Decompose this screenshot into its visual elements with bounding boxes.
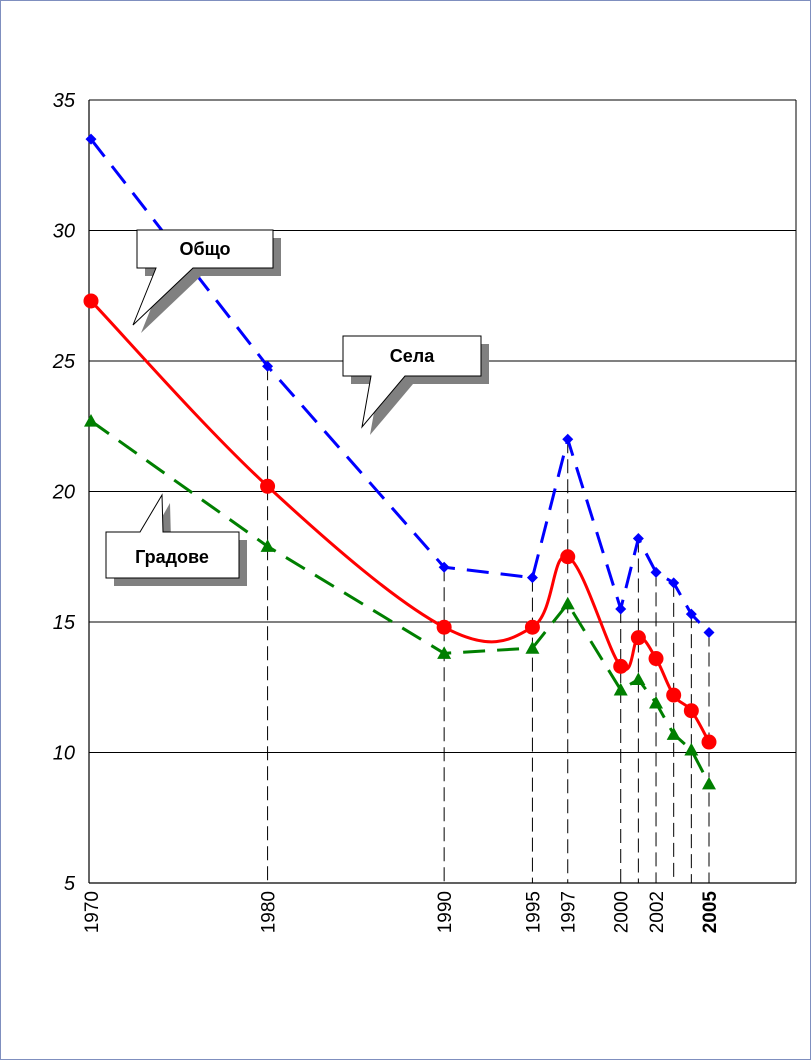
- series-line: [90, 419, 711, 785]
- data-point: [615, 603, 627, 615]
- x-tick-label: 2005: [700, 891, 721, 934]
- data-point: [526, 572, 538, 584]
- data-point: [83, 293, 99, 309]
- data-point: [630, 630, 646, 646]
- data-point: [701, 734, 717, 750]
- callout-villages: Села: [342, 335, 489, 435]
- data-point: [562, 433, 574, 445]
- data-point: [438, 561, 450, 573]
- data-point: [260, 539, 275, 552]
- data-point: [685, 608, 697, 620]
- axes: [88, 100, 797, 884]
- data-point: [613, 658, 629, 674]
- data-point: [525, 641, 540, 654]
- callouts: Общо Села Градове: [105, 229, 489, 586]
- data-point: [631, 672, 646, 686]
- y-tick-label: 10: [53, 743, 75, 765]
- data-point: [632, 532, 644, 544]
- data-point: [666, 687, 682, 703]
- series-total: [83, 293, 717, 750]
- data-point: [437, 646, 452, 659]
- x-tick-label: 1995: [523, 891, 544, 933]
- data-point: [703, 626, 715, 638]
- data-point: [524, 619, 540, 635]
- data-point: [648, 651, 664, 667]
- data-point: [702, 776, 716, 790]
- tick-labels: 35 30 25 20 15 10 5 1970 1980 1990 1995 1997 2000 200…: [52, 90, 721, 933]
- data-point: [668, 577, 680, 589]
- callout-total: Общо: [132, 229, 281, 333]
- y-tick-label: 20: [52, 482, 75, 504]
- data-point: [84, 414, 98, 427]
- x-tick-label: 1997: [559, 891, 580, 933]
- series-layer: [83, 133, 717, 790]
- series-towns: [84, 414, 716, 790]
- data-point: [650, 566, 662, 578]
- data-point: [262, 360, 274, 372]
- data-point: [260, 478, 276, 494]
- data-point: [683, 703, 699, 719]
- callout-villages-label: Села: [390, 346, 435, 366]
- series-villages: [85, 133, 715, 638]
- y-tick-label: 35: [53, 90, 76, 112]
- x-tick-label: 2000: [612, 891, 633, 933]
- x-tick-label: 1970: [82, 891, 103, 933]
- callout-towns: Градове: [105, 493, 247, 586]
- y-tick-label: 15: [53, 612, 76, 634]
- data-point: [560, 549, 576, 565]
- y-tick-label: 25: [52, 351, 76, 373]
- callout-towns-label: Градове: [135, 547, 209, 567]
- data-point: [649, 695, 664, 709]
- data-point: [436, 619, 452, 635]
- y-tick-label: 5: [64, 873, 76, 895]
- data-point: [613, 682, 628, 696]
- callout-total-label: Общо: [179, 239, 230, 259]
- data-point: [560, 596, 575, 610]
- data-point: [666, 727, 681, 740]
- y-tick-label: 30: [53, 221, 75, 243]
- x-tick-label: 1990: [435, 891, 456, 933]
- x-tick-label: 2002: [647, 891, 668, 933]
- data-point: [684, 742, 699, 756]
- data-point: [85, 133, 97, 145]
- x-tick-label: 1980: [259, 891, 280, 933]
